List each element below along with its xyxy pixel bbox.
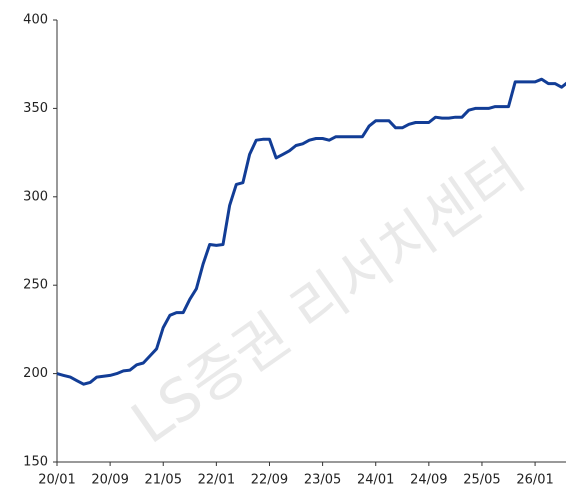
- y-tick-label: 400: [23, 13, 48, 28]
- x-tick-label: 23/05: [304, 473, 341, 488]
- x-tick-label: 24/01: [357, 473, 394, 488]
- x-tick-label: 26/01: [516, 473, 553, 488]
- x-tick-label: 20/09: [91, 473, 128, 488]
- y-tick-label: 300: [23, 189, 48, 204]
- x-tick-label: 21/05: [145, 473, 182, 488]
- y-tick-label: 200: [23, 366, 48, 381]
- x-tick-label: 24/09: [410, 473, 447, 488]
- y-tick-label: 250: [23, 278, 48, 293]
- x-tick-label: 25/05: [463, 473, 500, 488]
- y-tick-label: 150: [23, 455, 48, 470]
- watermark: LS증권 리서치센터: [119, 137, 536, 457]
- y-tick-label: 350: [23, 101, 48, 116]
- x-tick-label: 22/09: [251, 473, 288, 488]
- line: [56, 77, 566, 386]
- x-tick-label: 22/01: [198, 473, 235, 488]
- x-tick-label: 20/01: [38, 473, 75, 488]
